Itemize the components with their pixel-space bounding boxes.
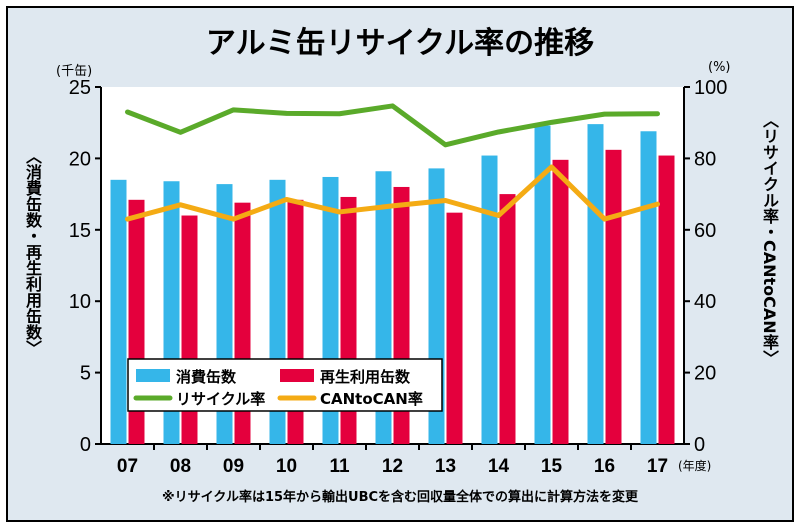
legend-recycling-rate-label: リサイクル率 [176,390,265,408]
x-tick-label: 10 [276,456,297,477]
right-tick-label: 80 [694,148,716,170]
x-axis-unit: (年度) [678,458,711,473]
right-tick-label: 0 [694,434,705,456]
right-tick-label: 60 [694,220,716,242]
recycled-bar [605,149,622,444]
left-tick-label: 5 [80,363,91,385]
left-axis-unit: (千缶) [56,64,93,79]
x-tick-label: 11 [329,456,350,477]
recycled-bar [446,212,463,444]
x-tick-label: 14 [488,456,510,477]
can-to-can-rate-line [125,164,660,222]
left-tick-label: 0 [80,434,91,456]
x-tick-label: 13 [435,456,456,477]
consumption-bar [534,125,551,444]
legend-consumption-label: 消費缶数 [176,368,237,386]
left-axis-label: 〈消費缶数・再生利用缶数〉 [23,148,42,356]
x-tick-label: 17 [647,456,668,477]
left-tick-label: 20 [69,148,91,170]
recycled-bar [499,194,516,444]
consumption-bar [110,179,127,444]
recycling-rate-line [125,103,660,148]
consumption-bar [481,155,498,444]
footnote: ※リサイクル率は15年から輸出UBCを含む回収量全体での算出に計算方法を変更 [161,490,639,505]
left-tick-label: 25 [69,77,91,99]
right-tick-label: 100 [694,77,727,99]
recycled-bar [658,155,675,444]
consumption-bar [587,124,604,445]
right-tick-label: 20 [694,363,716,385]
x-tick-label: 07 [117,456,138,477]
right-tick-label: 40 [694,291,716,313]
left-tick-label: 15 [69,220,91,242]
x-tick-label: 08 [170,456,191,477]
x-tick-label: 12 [382,456,403,477]
legend-recycled-swatch [280,369,314,382]
legend-box [127,358,443,412]
x-tick-label: 15 [541,456,563,477]
consumption-bar [640,131,657,444]
left-tick-label: 10 [69,291,91,313]
legend-recycled-label: 再生利用缶数 [320,368,411,386]
x-tick-label: 16 [594,456,615,477]
right-axis-label: 〈リサイクル率・CANtoCAN率〉 [760,112,779,366]
legend-can-to-can-label: CANtoCAN率 [320,390,423,408]
x-tick-label: 09 [223,456,244,477]
chart-title: アルミ缶リサイクル率の推移 [205,26,595,61]
recycled-bar [552,159,569,444]
legend-consumption-swatch [136,369,170,382]
right-axis-unit: (%) [708,60,731,75]
